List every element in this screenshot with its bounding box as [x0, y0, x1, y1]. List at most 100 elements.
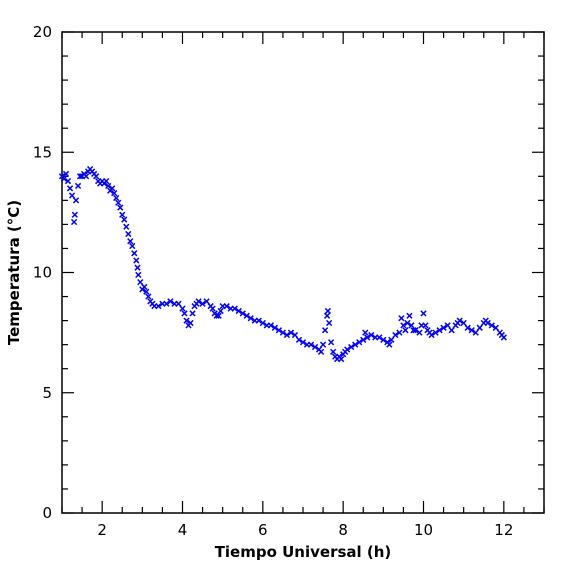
- data-point: [279, 329, 287, 336]
- data-point: [93, 173, 100, 180]
- data-point: [400, 322, 407, 329]
- x-axis-title: Tiempo Universal (h): [215, 543, 392, 561]
- data-point: [329, 348, 337, 355]
- axis-ticks: [61, 31, 545, 514]
- x-tick-label: 2: [97, 521, 107, 539]
- data-point: [129, 242, 136, 250]
- data-point: [388, 336, 395, 343]
- data-point: [410, 327, 417, 334]
- data-point: [422, 322, 429, 329]
- data-point: [143, 288, 150, 295]
- y-tick-label: 5: [42, 384, 52, 402]
- data-point: [321, 327, 329, 334]
- tick-labels: 2 4 6 8 10 12 0 5 10 15 20: [33, 23, 513, 539]
- data-point: [464, 324, 471, 331]
- y-axis-title: Temperatura (°C): [5, 200, 23, 345]
- data-point: [287, 329, 295, 336]
- data-point: [348, 343, 355, 351]
- data-point: [267, 322, 274, 329]
- data-point: [137, 278, 144, 286]
- data-point: [344, 346, 351, 353]
- data-point: [60, 175, 68, 182]
- data-point: [209, 305, 216, 312]
- data-point: [105, 182, 112, 190]
- data-point: [215, 312, 222, 319]
- data-point: [356, 339, 363, 346]
- data-point: [360, 336, 367, 343]
- data-point: [189, 310, 196, 317]
- data-point: [291, 331, 299, 339]
- data-point: [68, 192, 76, 199]
- data-point: [217, 307, 224, 315]
- data-point: [71, 211, 78, 218]
- data-point: [66, 185, 74, 192]
- data-point: [181, 310, 188, 317]
- data-point: [199, 300, 206, 307]
- data-point: [247, 315, 254, 322]
- data-point: [259, 319, 266, 327]
- data-point: [368, 331, 375, 339]
- data-point: [235, 307, 242, 315]
- data-point: [432, 329, 439, 336]
- data-point: [386, 341, 393, 348]
- data-point: [319, 341, 327, 348]
- data-point: [231, 305, 238, 312]
- y-tick-label: 20: [33, 23, 52, 41]
- data-point: [275, 327, 283, 334]
- data-point: [352, 341, 359, 348]
- data-point: [64, 177, 72, 185]
- data-point: [440, 324, 447, 331]
- data-point: [376, 334, 383, 341]
- data-point: [179, 305, 186, 312]
- data-point: [117, 204, 124, 211]
- data-point: [255, 317, 262, 324]
- data-point: [103, 177, 110, 185]
- data-point: [125, 230, 132, 238]
- data-point: [127, 238, 134, 245]
- data-point: [111, 190, 118, 197]
- data-point: [183, 317, 190, 324]
- data-point: [404, 319, 411, 327]
- data-point: [380, 336, 387, 343]
- data-point: [456, 317, 463, 324]
- data-point: [135, 271, 142, 279]
- data-point: [428, 331, 435, 339]
- data-point: [472, 329, 479, 336]
- data-point: [155, 303, 162, 310]
- plot-frame: [61, 31, 545, 514]
- data-point: [167, 298, 174, 305]
- data-points: [58, 165, 507, 363]
- data-point: [364, 334, 371, 341]
- data-point: [133, 257, 140, 264]
- data-point: [406, 312, 413, 319]
- data-point: [311, 343, 319, 351]
- data-point: [141, 283, 148, 291]
- x-tick-label: 12: [494, 521, 513, 539]
- data-point: [323, 312, 331, 319]
- data-point: [484, 319, 491, 327]
- data-point: [203, 298, 210, 305]
- data-point: [74, 182, 82, 190]
- data-point: [402, 327, 409, 334]
- data-point: [187, 319, 194, 327]
- data-point: [476, 324, 483, 331]
- data-point: [131, 250, 138, 257]
- data-point: [121, 216, 128, 223]
- data-point: [70, 218, 78, 226]
- data-point: [113, 194, 120, 202]
- data-point: [398, 315, 405, 322]
- data-point: [145, 293, 152, 300]
- data-point: [412, 327, 419, 334]
- data-point: [134, 264, 141, 271]
- data-point: [396, 329, 403, 336]
- data-point: [76, 173, 84, 180]
- data-point: [444, 322, 451, 329]
- data-point: [195, 298, 202, 305]
- data-point: [123, 223, 130, 230]
- data-point: [408, 322, 415, 329]
- data-point: [119, 211, 126, 218]
- data-point: [416, 329, 423, 336]
- data-point: [163, 300, 170, 307]
- data-point: [488, 322, 495, 329]
- data-point: [175, 300, 182, 307]
